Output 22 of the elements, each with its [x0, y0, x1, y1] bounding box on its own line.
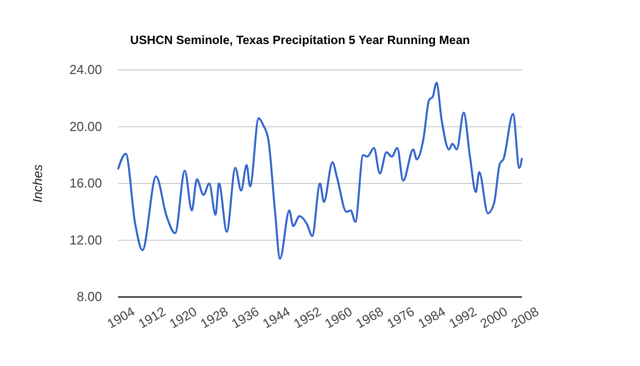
- y-tick-label: 20.00: [69, 118, 102, 134]
- x-tick-label: 2000: [477, 304, 510, 332]
- chart-title: USHCN Seminole, Texas Precipitation 5 Year Running Mean: [130, 33, 470, 47]
- x-tick-label: 1960: [322, 304, 355, 332]
- x-tick-label: 1920: [166, 304, 200, 332]
- x-tick-label: 1992: [446, 304, 479, 332]
- y-tick-label: 16.00: [69, 176, 102, 191]
- y-tick-label: 24.00: [69, 62, 102, 78]
- x-tick-label: 1968: [353, 304, 386, 332]
- x-tick-label: 2008: [508, 304, 542, 332]
- x-tick-label: 1984: [415, 304, 448, 332]
- x-tick-label: 1912: [136, 304, 168, 332]
- x-tick-label: 1936: [228, 304, 262, 332]
- x-tick-label: 1952: [291, 304, 324, 332]
- x-tick-label: 1928: [198, 304, 230, 332]
- x-tick-label: 1904: [104, 304, 138, 332]
- line-series: [117, 82, 523, 260]
- y-tick-label: 8.00: [76, 289, 102, 304]
- x-tick-label: 1944: [260, 304, 292, 332]
- x-tick-label: 1976: [384, 304, 417, 332]
- y-axis-title: Inches: [30, 164, 45, 203]
- y-tick-label: 12.00: [69, 232, 102, 248]
